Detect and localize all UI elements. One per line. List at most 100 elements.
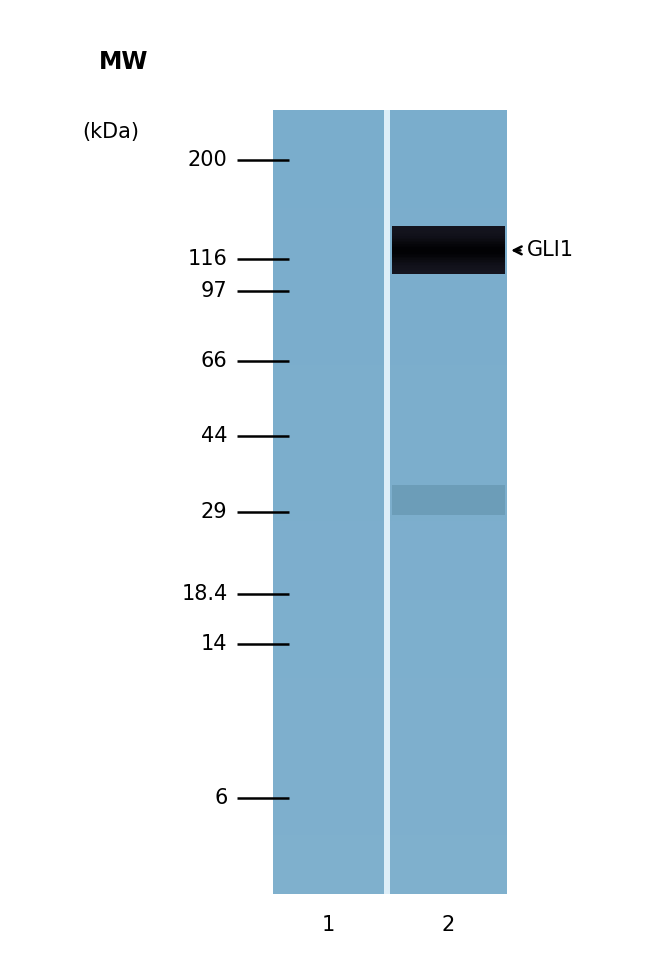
Bar [273, 560, 384, 580]
Bar [273, 228, 384, 248]
Bar [390, 522, 507, 541]
Bar [390, 365, 507, 384]
Bar [273, 463, 384, 483]
Bar [390, 502, 507, 522]
Bar [392, 234, 505, 236]
Bar [392, 252, 505, 253]
Bar [392, 238, 505, 239]
Text: 1: 1 [322, 915, 335, 935]
Bar [390, 757, 507, 776]
Bar [390, 560, 507, 580]
Bar [273, 875, 384, 894]
Bar [273, 110, 384, 130]
Bar [390, 149, 507, 169]
Bar [390, 659, 507, 679]
Bar [392, 241, 505, 243]
Text: 66: 66 [201, 352, 227, 372]
Bar [390, 795, 507, 815]
Bar [390, 384, 507, 403]
Bar [392, 267, 505, 268]
Bar [390, 110, 507, 130]
Bar [273, 345, 384, 364]
Bar [390, 698, 507, 717]
Bar [273, 149, 384, 169]
Bar [392, 268, 505, 270]
Bar [390, 875, 507, 894]
Text: (kDa): (kDa) [82, 122, 139, 142]
Bar [390, 424, 507, 444]
Bar [392, 485, 505, 515]
Bar [273, 306, 384, 326]
Text: 29: 29 [201, 502, 227, 522]
Bar [273, 502, 384, 522]
Bar [392, 227, 505, 228]
Bar [273, 483, 384, 502]
Bar [273, 365, 384, 384]
Bar [273, 208, 384, 228]
Bar [273, 855, 384, 875]
Bar [392, 246, 505, 248]
Bar [273, 188, 384, 208]
Bar [392, 229, 505, 231]
Bar [273, 444, 384, 463]
Bar [273, 169, 384, 188]
Bar [273, 522, 384, 541]
Bar [273, 836, 384, 855]
Bar [390, 640, 507, 659]
Bar [390, 717, 507, 737]
Bar [273, 640, 384, 659]
Bar [273, 384, 384, 403]
Bar [273, 698, 384, 717]
Bar [273, 580, 384, 600]
Bar [392, 260, 505, 262]
Bar [392, 263, 505, 265]
Text: 200: 200 [188, 150, 228, 170]
Text: 6: 6 [214, 789, 228, 808]
Bar [273, 776, 384, 795]
Bar [273, 326, 384, 345]
Bar [392, 262, 505, 263]
Bar [273, 130, 384, 149]
Bar [390, 188, 507, 208]
Bar [390, 776, 507, 795]
Bar [273, 737, 384, 757]
Text: 116: 116 [188, 250, 228, 270]
Bar [392, 248, 505, 249]
Bar [390, 208, 507, 228]
Bar [273, 600, 384, 619]
Bar [384, 110, 390, 894]
Bar [392, 239, 505, 241]
Bar [273, 267, 384, 287]
Bar [390, 169, 507, 188]
Bar [392, 253, 505, 255]
Bar [273, 795, 384, 815]
Bar [390, 326, 507, 345]
Bar [392, 265, 505, 267]
Bar [392, 236, 505, 238]
Bar [392, 249, 505, 250]
Bar [390, 345, 507, 364]
Bar [273, 248, 384, 267]
Bar [390, 541, 507, 560]
Bar [392, 231, 505, 233]
Text: 14: 14 [201, 634, 227, 654]
Bar [273, 757, 384, 776]
Text: 18.4: 18.4 [181, 584, 228, 604]
Bar [392, 255, 505, 257]
Bar [390, 306, 507, 326]
Bar [273, 815, 384, 836]
Bar [273, 541, 384, 560]
Bar [390, 737, 507, 757]
Bar [390, 404, 507, 424]
Bar [390, 444, 507, 463]
Text: 97: 97 [201, 281, 227, 301]
Text: 44: 44 [201, 425, 227, 445]
Bar [392, 272, 505, 274]
Bar [390, 815, 507, 836]
Bar [390, 463, 507, 483]
Bar [390, 580, 507, 600]
Bar [390, 483, 507, 502]
Bar [273, 659, 384, 679]
Bar [390, 836, 507, 855]
Bar [273, 287, 384, 306]
